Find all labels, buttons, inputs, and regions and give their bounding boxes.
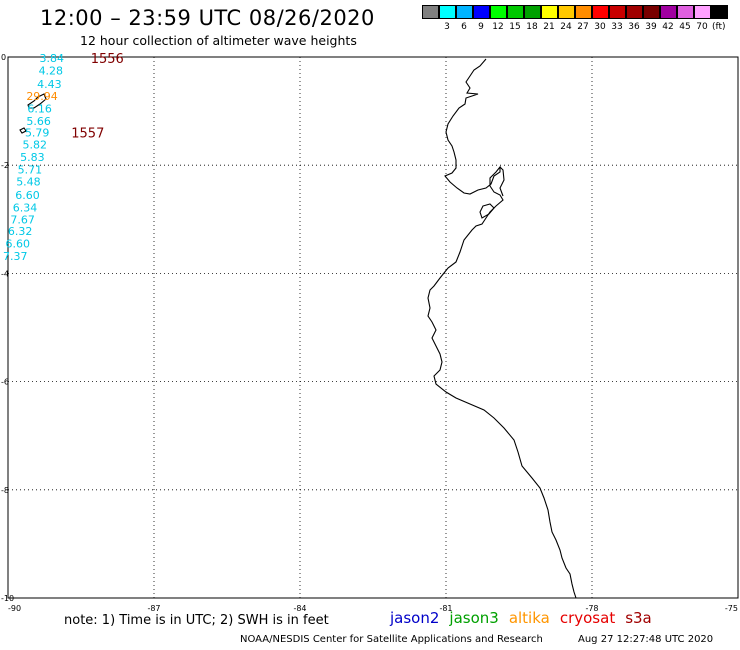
- longitude-tick-label: -90: [8, 604, 21, 613]
- footer-note: note: 1) Time is in UTC; 2) SWH is in fe…: [64, 613, 329, 628]
- scale-label: 30: [594, 22, 606, 32]
- longitude-tick-label: -75: [725, 604, 738, 613]
- scale-swatch: [439, 5, 456, 19]
- scale-swatch: [507, 5, 524, 19]
- longitude-tick-label: -87: [147, 604, 160, 613]
- scale-label: 9: [478, 22, 484, 32]
- mission-legend-altika: altika: [508, 609, 550, 627]
- scale-label: 45: [679, 22, 691, 32]
- scale-swatch: [575, 5, 592, 19]
- latitude-tick-label: -8: [1, 486, 9, 495]
- mission-legend-s3a: s3a: [625, 609, 652, 627]
- scale-label: 12: [492, 22, 504, 32]
- pass-time-label: 1557: [71, 127, 104, 142]
- longitude-tick-label: -78: [585, 604, 598, 613]
- scale-swatch: [422, 5, 439, 19]
- map-subtitle: 12 hour collection of altimeter wave hei…: [80, 33, 357, 48]
- generation-timestamp: Aug 27 12:27:48 UTC 2020: [578, 634, 714, 645]
- wave-height-label: 6.16: [27, 102, 52, 115]
- coastline: [19, 58, 577, 599]
- coastline-galapagos-isabela: [27, 93, 47, 109]
- wave-height-label: 5.71: [18, 164, 43, 177]
- scale-swatch: [694, 5, 711, 19]
- coastline-galapagos-fernandina: [19, 127, 27, 134]
- map-frame: [7, 56, 739, 599]
- scale-swatch: [643, 5, 660, 19]
- map-title: 12:00 – 23:59 UTC 08/26/2020: [40, 6, 375, 30]
- wave-height-label: 7.67: [10, 213, 35, 226]
- scale-unit: (ft): [712, 22, 726, 32]
- scale-label: 36: [628, 22, 640, 32]
- scale-swatch: [677, 5, 694, 19]
- mission-legend: jason2 jason3 altika cryosat s3a: [390, 609, 662, 627]
- scale-swatch: [626, 5, 643, 19]
- wave-height-label: 5.48: [16, 175, 41, 188]
- longitude-tick-label: -81: [439, 604, 452, 613]
- wave-height-label: 6.34: [13, 201, 38, 214]
- scale-label: 33: [611, 22, 623, 32]
- mission-legend-jason3: jason3: [449, 609, 499, 627]
- scale-swatch: [473, 5, 490, 19]
- wave-height-label: 4.43: [37, 78, 62, 91]
- scale-label: 3: [444, 22, 450, 32]
- scale-swatch: [609, 5, 626, 19]
- scale-swatch: [660, 5, 677, 19]
- mission-legend-jason2: jason2: [390, 609, 440, 627]
- scale-label: 39: [645, 22, 657, 32]
- axis-ticks: -90 -87 -84 -81 -78 -75 0 -2 -4 -6 -8 -10: [1, 53, 738, 613]
- mission-legend-cryosat: cryosat: [559, 609, 616, 627]
- pass-time-label: 1556: [91, 52, 124, 67]
- wave-height-label: 6.60: [15, 189, 40, 202]
- scale-label: 42: [662, 22, 674, 32]
- longitude-tick-label: -84: [293, 604, 306, 613]
- scale-swatch: [541, 5, 558, 19]
- scale-swatch: [456, 5, 473, 19]
- scale-label: 15: [509, 22, 521, 32]
- latitude-tick-label: 0: [1, 53, 6, 62]
- pass-time-labels: 1556 1557: [71, 52, 124, 142]
- wave-height-label: 3.84: [40, 52, 65, 65]
- scale-swatch: [711, 5, 728, 19]
- coastline-mainland: [427, 58, 577, 599]
- coastline-gulf-inlet: [499, 166, 505, 197]
- scale-swatch: [558, 5, 575, 19]
- latitude-tick-label: -2: [1, 161, 9, 170]
- coastline-puna-island: [479, 203, 495, 219]
- wave-height-label: 6.60: [5, 238, 30, 251]
- scale-label: 21: [543, 22, 555, 32]
- wave-height-label: 5.83: [20, 151, 45, 164]
- latitude-tick-label: -4: [1, 269, 9, 278]
- wave-height-label: 5.66: [26, 115, 51, 128]
- wave-height-label: 29.94: [26, 90, 58, 103]
- scale-label: 27: [577, 22, 589, 32]
- latitude-tick-label: -6: [1, 378, 9, 387]
- scale-swatch: [524, 5, 541, 19]
- scale-swatch: [592, 5, 609, 19]
- scale-swatch: [490, 5, 507, 19]
- wave-height-label: 6.32: [8, 225, 33, 238]
- scale-label: 24: [560, 22, 572, 32]
- grid-lines: [8, 57, 738, 598]
- wave-height-label: 5.79: [25, 127, 50, 140]
- wave-height-label: 7.37: [3, 250, 28, 263]
- color-scale-legend: 3 6 9 12 15 18 21 24 27 30 33 36 39 42 45 70 (ft): [422, 5, 728, 37]
- latitude-tick-label: -10: [1, 594, 14, 603]
- scale-label: 18: [526, 22, 538, 32]
- credit-line: NOAA/NESDIS Center for Satellite Applica…: [240, 634, 543, 645]
- wave-height-label: 4.28: [39, 65, 64, 78]
- wave-height-label: 5.82: [23, 139, 48, 152]
- altimeter-track-labels: 3.844.284.4329.946.165.665.795.825.835.7…: [3, 52, 64, 263]
- scale-label: 6: [461, 22, 467, 32]
- scale-label: 70: [696, 22, 708, 32]
